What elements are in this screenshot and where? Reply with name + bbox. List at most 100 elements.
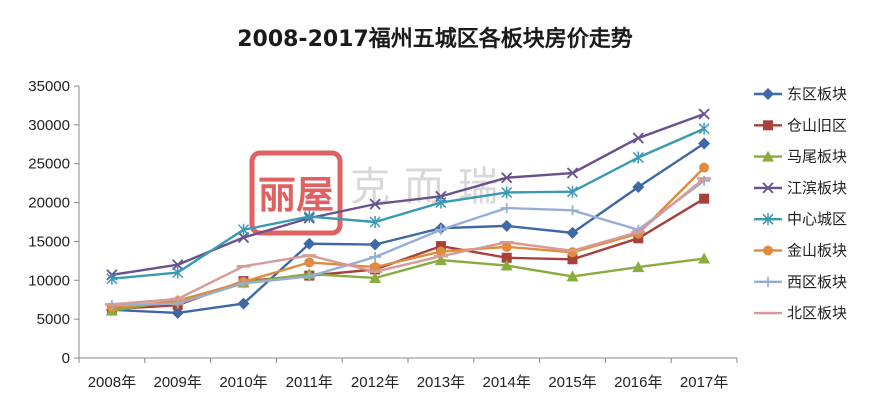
data-point xyxy=(237,297,250,310)
data-point xyxy=(303,271,316,282)
data-point xyxy=(369,238,382,251)
legend-label: 北区板块 xyxy=(787,304,847,322)
legend-item: 东区板块 xyxy=(754,85,847,103)
legend-swatch-marker xyxy=(762,150,774,162)
y-tick-label: 35000 xyxy=(28,78,70,95)
data-point xyxy=(370,262,381,273)
x-tick-label: 2013年 xyxy=(417,374,465,391)
legend-item: 仓山旧区 xyxy=(754,116,847,134)
data-point xyxy=(501,186,513,199)
data-point xyxy=(501,241,512,252)
series-line xyxy=(111,177,705,306)
data-point xyxy=(435,196,447,209)
data-point xyxy=(501,172,513,184)
data-point xyxy=(435,241,446,252)
y-tick-label: 20000 xyxy=(28,195,70,212)
y-tick-label: 0 xyxy=(62,350,70,367)
x-tick-label: 2017年 xyxy=(680,374,728,391)
series-line xyxy=(111,142,705,315)
data-point xyxy=(566,226,579,239)
series-line xyxy=(111,166,705,309)
data-point xyxy=(106,272,118,285)
data-point xyxy=(237,231,250,244)
legend-item: 金山板块 xyxy=(754,242,847,260)
data-point xyxy=(303,210,315,223)
data-point xyxy=(698,137,711,150)
legend-swatch-marker xyxy=(762,276,774,287)
data-point xyxy=(500,259,513,271)
data-point xyxy=(369,216,381,228)
data-point xyxy=(237,278,250,289)
legend-item: 西区板块 xyxy=(754,273,847,291)
series-layer xyxy=(104,108,712,319)
data-point xyxy=(632,181,645,194)
legend-label: 仓山旧区 xyxy=(787,116,847,134)
legend-item: 马尾板块 xyxy=(754,148,847,166)
legend-swatch-marker xyxy=(763,120,773,131)
data-point xyxy=(172,259,184,271)
legend-label: 马尾板块 xyxy=(787,148,847,166)
data-point xyxy=(500,219,513,232)
data-point xyxy=(369,251,382,262)
legend-swatch-marker xyxy=(762,88,774,100)
series-5 xyxy=(106,122,710,285)
data-point xyxy=(566,167,579,179)
data-point xyxy=(566,270,579,282)
x-tick-label: 2010年 xyxy=(219,374,267,391)
series-line xyxy=(111,257,705,312)
data-point xyxy=(698,252,711,264)
legend-item: 北区板块 xyxy=(754,304,847,322)
legend-label: 江滨板块 xyxy=(787,179,847,197)
legend-label: 金山板块 xyxy=(787,242,847,260)
y-tick-label: 25000 xyxy=(28,156,70,173)
series-line xyxy=(111,197,705,311)
x-tick-label: 2014年 xyxy=(483,374,531,391)
data-point xyxy=(304,257,315,268)
series-3 xyxy=(105,252,711,316)
data-point xyxy=(171,298,184,309)
x-tick-label: 2008年 xyxy=(88,374,136,391)
x-tick-label: 2012年 xyxy=(351,374,399,391)
data-point xyxy=(434,224,447,235)
series-line xyxy=(111,127,705,280)
data-point xyxy=(369,271,382,283)
legend-label: 东区板块 xyxy=(787,85,847,103)
y-tick-label: 15000 xyxy=(28,233,70,250)
legend-item: 江滨板块 xyxy=(754,179,847,197)
data-point xyxy=(698,108,710,120)
chart-title: 2008-2017福州五城区各板块房价走势 xyxy=(237,26,633,52)
legend-label: 西区板块 xyxy=(787,273,847,291)
x-tick-label: 2015年 xyxy=(548,374,596,391)
y-tick-label: 10000 xyxy=(28,272,70,289)
axes: 0 5000 10000 15000 20000 25000 30000 35000 2008年… xyxy=(28,78,738,391)
y-tick-label: 5000 xyxy=(37,311,70,328)
data-point xyxy=(501,252,512,263)
data-point xyxy=(632,132,644,144)
legend-item: 中心城区 xyxy=(754,210,847,228)
data-point xyxy=(500,203,513,214)
data-point xyxy=(566,185,579,198)
data-point xyxy=(699,193,710,204)
watermark-seal xyxy=(249,150,343,236)
data-point xyxy=(369,198,381,210)
series-8 xyxy=(104,177,712,306)
data-point xyxy=(699,162,710,173)
y-tick-label: 30000 xyxy=(28,117,70,134)
data-point xyxy=(434,254,447,266)
x-tick-label: 2011年 xyxy=(286,374,333,391)
data-point xyxy=(237,223,250,236)
data-point xyxy=(566,205,579,216)
legend-label: 中心城区 xyxy=(787,210,847,228)
series-line xyxy=(111,179,705,307)
x-tick-label: 2009年 xyxy=(154,374,202,391)
legend-swatch-marker xyxy=(763,245,773,256)
data-point xyxy=(567,254,578,265)
data-point xyxy=(435,246,446,257)
legend-swatch-marker xyxy=(762,213,774,226)
watermark: 丽屋 克而瑞 xyxy=(249,150,498,236)
watermark-seal-text: 丽屋 xyxy=(258,173,334,217)
legend-swatch-marker xyxy=(762,182,774,194)
data-point xyxy=(632,261,645,273)
